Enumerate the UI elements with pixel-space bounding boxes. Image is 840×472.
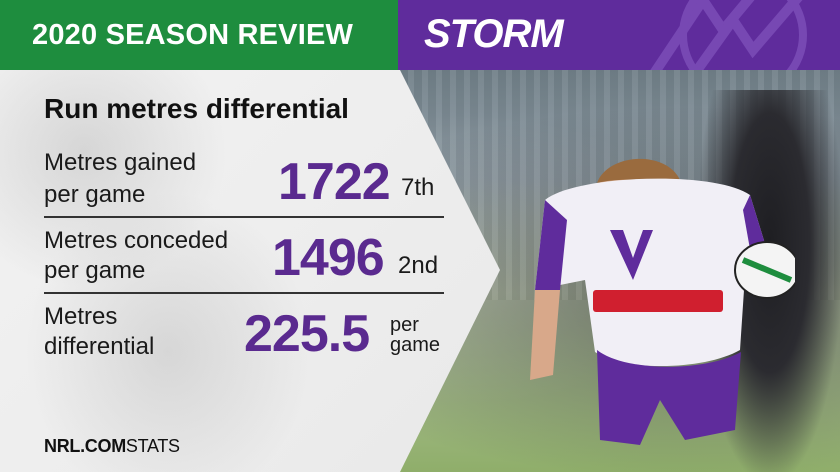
stats-title: Run metres differential [44,93,349,124]
stat-unit-line1: per [390,314,419,336]
player-photo [530,158,795,445]
stat-value: 1496 [272,229,385,287]
stat-label-line1: Metres [44,303,118,330]
team-banner: STORM [398,0,840,70]
season-review-title: 2020 SEASON REVIEW [32,18,354,51]
stat-label-line2: differential [44,333,155,360]
panel-ghost-image [0,70,420,472]
footer-suffix: STATS [125,436,180,456]
stat-value: 1722 [278,153,391,211]
team-name: STORM [424,12,564,56]
stat-label-line1: Metres conceded [44,227,229,254]
footer-brand: NRL.COM [44,436,126,456]
season-review-banner: 2020 SEASON REVIEW [0,0,398,70]
stat-value: 225.5 [244,305,370,363]
row-divider [44,292,444,294]
stat-label-line1: Metres gained [44,149,197,176]
stat-label-line2: per game [44,181,146,208]
row-divider [44,216,444,218]
stat-rank: 2nd [398,252,439,279]
storm-lightning-logo-icon [650,0,807,70]
stat-unit-line2: game [390,334,441,356]
stat-label-line2: per game [44,257,146,284]
stats-panel [0,70,500,472]
nrl-stats-logo: NRL.COMSTATS [44,436,180,457]
stat-rank: 7th [401,174,435,201]
